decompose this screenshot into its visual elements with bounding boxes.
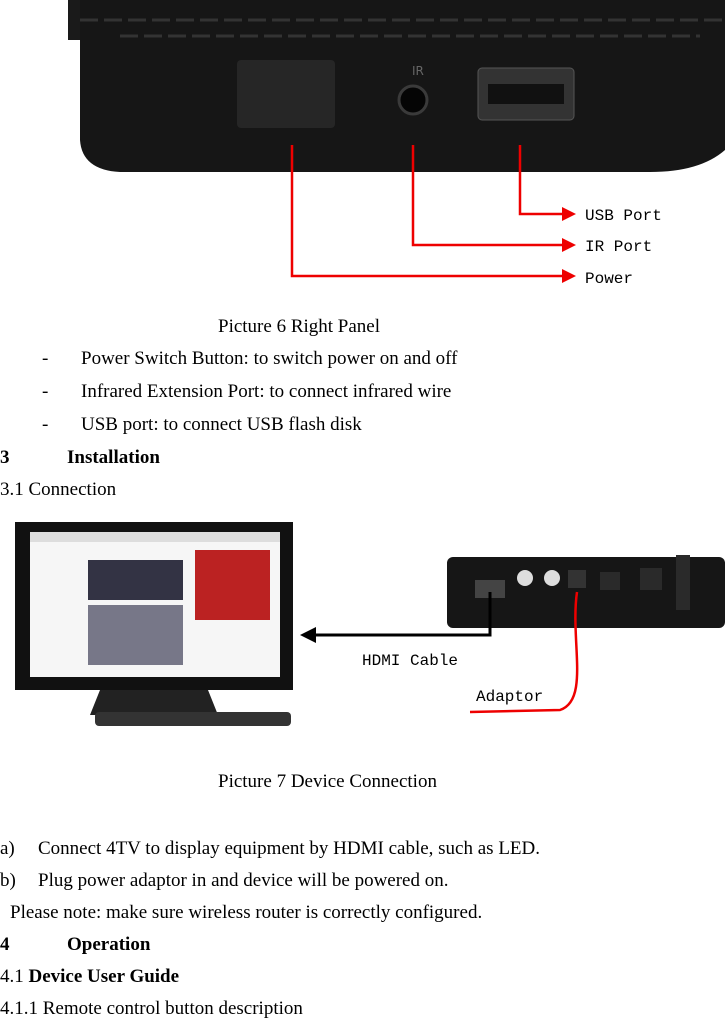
antenna (68, 0, 82, 40)
caption: Picture 7 Device Connection (218, 771, 437, 792)
bullet-text: Infrared Extension Port: to connect infr… (81, 381, 452, 402)
av-port (544, 570, 560, 586)
bullet-text: USB port: to connect USB flash disk (81, 414, 362, 435)
step-marker: b) (0, 870, 16, 891)
screen-header (30, 532, 280, 542)
hdmi-arrow (300, 627, 316, 643)
lan-port (640, 568, 662, 590)
callout: Power (585, 270, 634, 288)
ir-port (397, 84, 429, 116)
step-marker: a) (0, 838, 15, 859)
screen-ad (195, 550, 270, 620)
usb-slot (488, 84, 564, 104)
av-port (517, 570, 533, 586)
section-number: 3 (0, 447, 10, 468)
section-number: 4 (0, 934, 10, 955)
screen-thumbs (88, 605, 183, 665)
subsection-number: 4.1 (0, 966, 24, 987)
caption: Picture 6 Right Panel (218, 316, 381, 337)
adaptor-line (469, 591, 579, 714)
callout: USB Port (585, 207, 662, 225)
callout-arrows (562, 207, 576, 283)
optical-port (600, 572, 620, 590)
device-antenna (676, 555, 690, 610)
power-switch (237, 60, 335, 128)
note: Please note: make sure wireless router i… (10, 902, 483, 923)
section-title: Operation (67, 934, 151, 955)
bullet-marker: - (42, 414, 49, 435)
step-text: Plug power adaptor in and device will be… (38, 870, 449, 891)
subsubsection: 4.1.1 Remote control button description (0, 998, 303, 1019)
callout: Adaptor (476, 688, 544, 706)
tv-stand (90, 690, 218, 715)
subsection: 3.1 Connection (0, 479, 117, 500)
bullet-marker: - (42, 381, 49, 402)
device-body (80, 0, 725, 172)
section-title: Installation (67, 447, 160, 468)
bullet-marker: - (42, 348, 49, 369)
subsection-title: Device User Guide (28, 966, 180, 987)
device-label: IR (412, 64, 424, 78)
hdmi-port (475, 580, 505, 598)
bullet-text: Power Switch Button: to switch power on … (81, 348, 458, 369)
hdmi-line (312, 592, 492, 637)
dc-port (568, 570, 586, 588)
subsection: 4.1 Device User Guide (0, 966, 179, 988)
callout: IR Port (585, 238, 653, 256)
callout: HDMI Cable (362, 652, 459, 670)
callout-lines (290, 145, 565, 278)
screen-video (88, 560, 183, 600)
step-text: Connect 4TV to display equipment by HDMI… (38, 838, 540, 859)
tv-base (95, 712, 291, 726)
